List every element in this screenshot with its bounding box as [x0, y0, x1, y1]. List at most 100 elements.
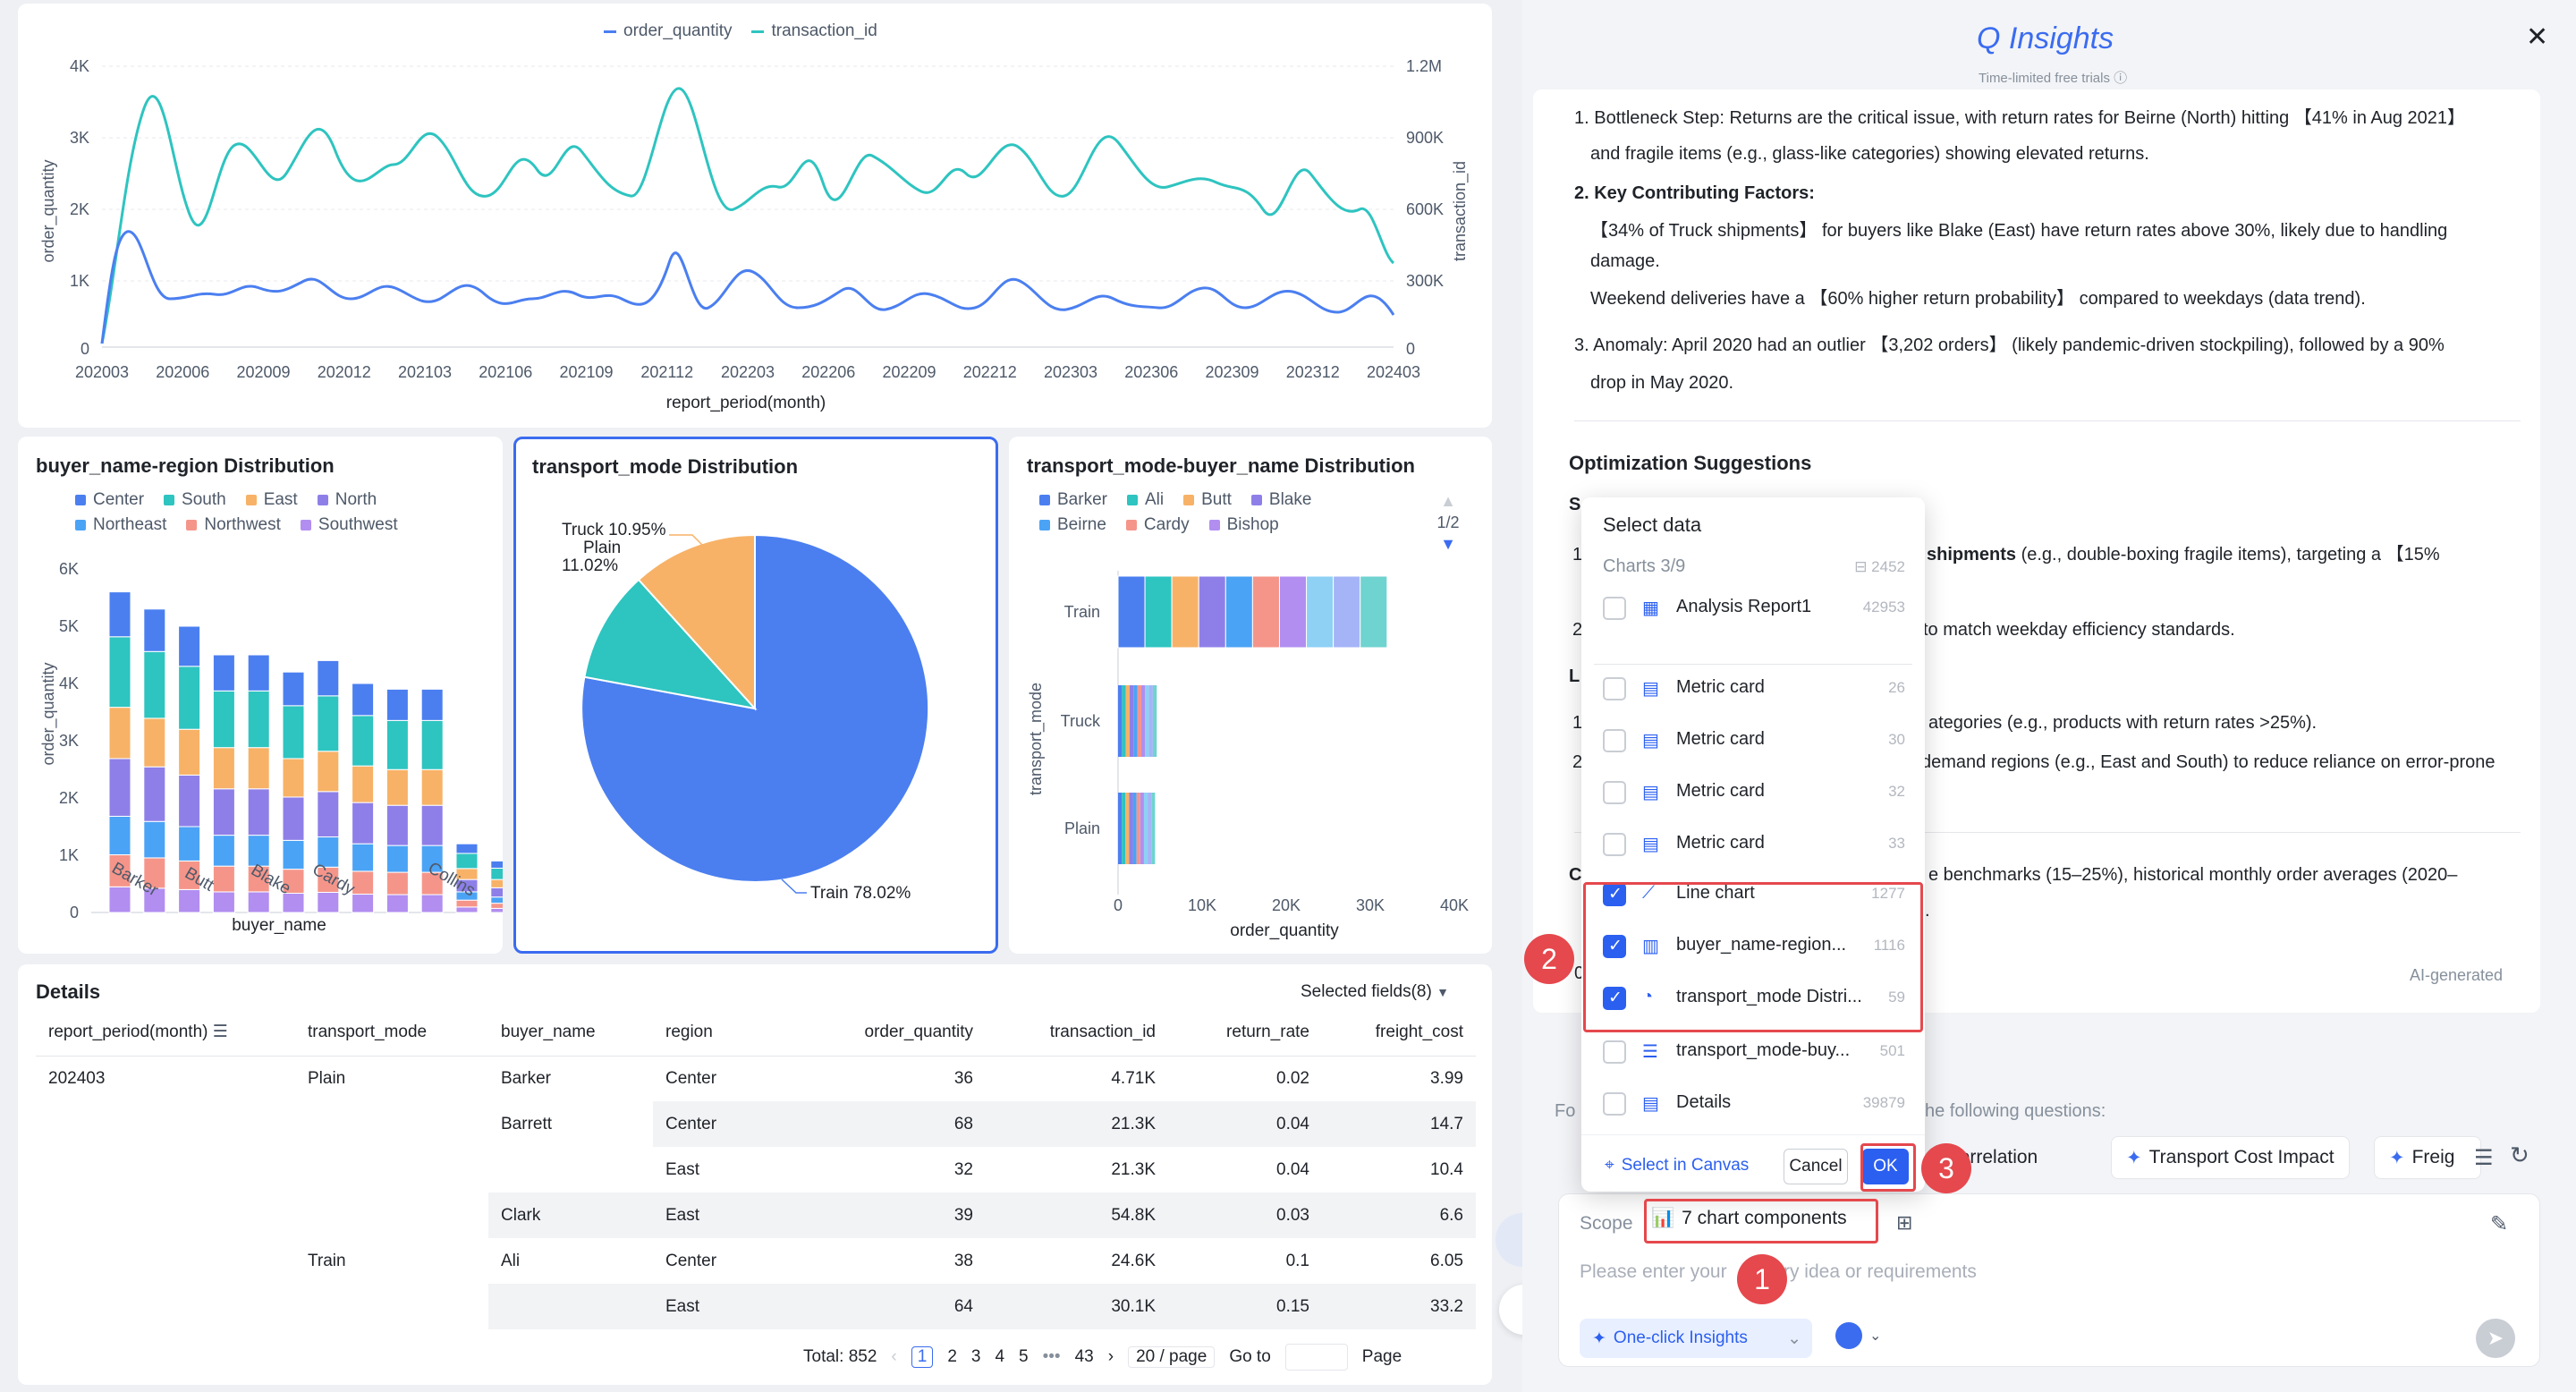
page-1[interactable]: 1	[911, 1346, 934, 1368]
popup-item[interactable]: ☰ transport_mode-buy... 501	[1581, 1026, 1925, 1078]
transport-mode-panel[interactable]: transport_mode Distribution Truck 10.95%…	[513, 437, 998, 954]
table-row[interactable]: Barrett Center 68 21.3K 0.04 14.7	[36, 1101, 1476, 1147]
sort-icon[interactable]: ☰	[212, 1023, 228, 1042]
legend-item[interactable]: Ali	[1126, 490, 1164, 510]
col-header[interactable]: region	[653, 1009, 809, 1057]
legend-item[interactable]: North	[317, 490, 377, 510]
checkbox[interactable]	[1603, 781, 1626, 804]
y-tick: 1K	[59, 846, 79, 864]
model-selector[interactable]: ⌄	[1835, 1322, 1881, 1349]
table-icon[interactable]: ⊞	[1896, 1211, 1913, 1234]
checkbox[interactable]	[1603, 729, 1626, 752]
legend-item[interactable]: Center	[75, 490, 144, 510]
legend-item[interactable]: South	[164, 490, 226, 510]
suggestion-chip-transport-cost[interactable]: ✦ Transport Cost Impact	[2111, 1136, 2350, 1179]
page-size-select[interactable]: 20 / page	[1128, 1346, 1216, 1368]
legend-item[interactable]: Cardy	[1125, 515, 1190, 535]
bar-segment	[247, 690, 270, 749]
x-axis-label: buyer_name	[232, 916, 326, 935]
checkbox[interactable]	[1603, 677, 1626, 700]
prev-page-icon[interactable]: ‹	[891, 1347, 897, 1366]
col-header[interactable]: transaction_id	[986, 1009, 1168, 1057]
col-header[interactable]: freight_cost	[1322, 1009, 1476, 1057]
scope-selector[interactable]: 📊 7 chart components	[1651, 1208, 1847, 1228]
page-5[interactable]: 5	[1019, 1347, 1029, 1366]
legend-item-order-quantity[interactable]: order_quantity	[604, 21, 732, 41]
legend-item[interactable]: Butt	[1183, 490, 1232, 510]
edit-icon[interactable]: ✎	[2490, 1212, 2509, 1236]
page-2[interactable]: 2	[947, 1347, 957, 1366]
chevron-down-icon[interactable]: ⌄	[1787, 1328, 1801, 1348]
bar-segment	[143, 650, 166, 719]
bar-segment	[247, 865, 270, 893]
select-in-canvas-link[interactable]: ⌖ Select in Canvas	[1605, 1156, 1750, 1175]
legend-item[interactable]: Beirne	[1039, 515, 1106, 535]
x-tick: 202403	[1367, 363, 1420, 381]
table-cell	[36, 1101, 295, 1147]
table-row[interactable]: 202403 Plain Barker Center 36 4.71K 0.02 3.99	[36, 1056, 1476, 1101]
col-header[interactable]: report_period(month) ☰	[36, 1009, 295, 1057]
legend-item[interactable]: Bishop	[1208, 515, 1279, 535]
legend-item[interactable]: Southwest	[300, 515, 398, 535]
selected-fields-dropdown[interactable]: Selected fields(8) ▼	[1301, 982, 1449, 1001]
popup-item[interactable]: ▤ Metric card 32	[1581, 767, 1925, 819]
table-row[interactable]: Train Ali Center 38 24.6K 0.1 6.05	[36, 1238, 1476, 1284]
legend-swatch	[75, 520, 86, 530]
popup-item[interactable]: ▦ Analysis Report1 42953	[1581, 582, 1925, 634]
transport-buyer-panel[interactable]: transport_mode-buyer_name Distribution B…	[1009, 437, 1492, 954]
checkbox[interactable]	[1603, 1092, 1626, 1116]
bar-segment	[247, 891, 270, 913]
model-icon	[1835, 1322, 1862, 1349]
col-header[interactable]: order_quantity	[809, 1009, 986, 1057]
scope-label: Scope	[1580, 1213, 1633, 1234]
page-ellipsis[interactable]: •••	[1042, 1347, 1061, 1366]
right-tick: 300K	[1406, 272, 1444, 290]
checkbox[interactable]	[1603, 987, 1626, 1010]
table-row[interactable]: East 64 30.1K 0.15 33.2	[36, 1284, 1476, 1329]
col-header[interactable]: transport_mode	[295, 1009, 488, 1057]
refresh-icon[interactable]: ↻	[2510, 1142, 2529, 1168]
ok-button[interactable]: OK	[1862, 1149, 1909, 1184]
popup-item[interactable]: ▥buyer_name-region...1116	[1581, 921, 1925, 972]
line-chart-panel[interactable]: order_quantity transaction_id 4K 3K 2K 1…	[18, 4, 1492, 428]
col-header[interactable]: buyer_name	[488, 1009, 653, 1057]
list-icon[interactable]: ☰	[2474, 1146, 2494, 1170]
table-cell	[36, 1147, 295, 1193]
checkbox[interactable]	[1603, 597, 1626, 620]
bar-segment	[420, 768, 444, 806]
popup-title: Select data	[1603, 514, 1702, 536]
page-4[interactable]: 4	[995, 1347, 1005, 1366]
popup-item[interactable]: ◔transport_mode Distri...59	[1581, 972, 1925, 1024]
legend-item[interactable]: Barker	[1039, 490, 1107, 510]
popup-item[interactable]: ▤ Metric card 26	[1581, 663, 1925, 715]
close-icon[interactable]: ✕	[2526, 22, 2549, 52]
suggestion-chip-freight[interactable]: ✦ Freig	[2374, 1136, 2481, 1179]
send-button[interactable]: ➤	[2476, 1319, 2515, 1358]
checkbox[interactable]	[1603, 1040, 1626, 1064]
popup-item[interactable]: ▤ Metric card 33	[1581, 819, 1925, 870]
legend-item[interactable]: Northwest	[186, 515, 281, 535]
one-click-insights-button[interactable]: ✦ One-click Insights ⌄	[1580, 1319, 1812, 1358]
next-page-icon[interactable]: ›	[1107, 1347, 1114, 1366]
checkbox[interactable]	[1603, 935, 1626, 958]
page-3[interactable]: 3	[970, 1347, 981, 1366]
chat-input-placeholder[interactable]: Please enter your nary idea or requiremen…	[1580, 1261, 1977, 1282]
legend-item[interactable]: Blake	[1250, 490, 1311, 510]
legend-item[interactable]: Northeast	[75, 515, 166, 535]
goto-input[interactable]	[1284, 1344, 1348, 1371]
hbar-legend: Barker Ali Butt Blake Beirne Cardy Bishop	[1039, 490, 1397, 535]
checkbox[interactable]	[1603, 833, 1626, 856]
popup-item[interactable]: ▤ Details 39879	[1581, 1078, 1925, 1130]
table-row[interactable]: East 32 21.3K 0.04 10.4	[36, 1147, 1476, 1193]
page-43[interactable]: 43	[1074, 1347, 1094, 1366]
buyer-region-panel[interactable]: buyer_name-region Distribution Center Sou…	[18, 437, 503, 954]
col-header[interactable]: return_rate	[1168, 1009, 1322, 1057]
legend-pager[interactable]: ▲ 1/2 ▼	[1436, 492, 1460, 553]
table-row[interactable]: Clark East 39 54.8K 0.03 6.6	[36, 1193, 1476, 1238]
cancel-button[interactable]: Cancel	[1784, 1149, 1848, 1184]
popup-item[interactable]: ▤ Metric card 30	[1581, 715, 1925, 767]
legend-item[interactable]: East	[245, 490, 298, 510]
bar-segment	[178, 826, 201, 862]
legend-item-transaction-id[interactable]: transaction_id	[751, 21, 877, 41]
bar-segment	[386, 804, 409, 846]
